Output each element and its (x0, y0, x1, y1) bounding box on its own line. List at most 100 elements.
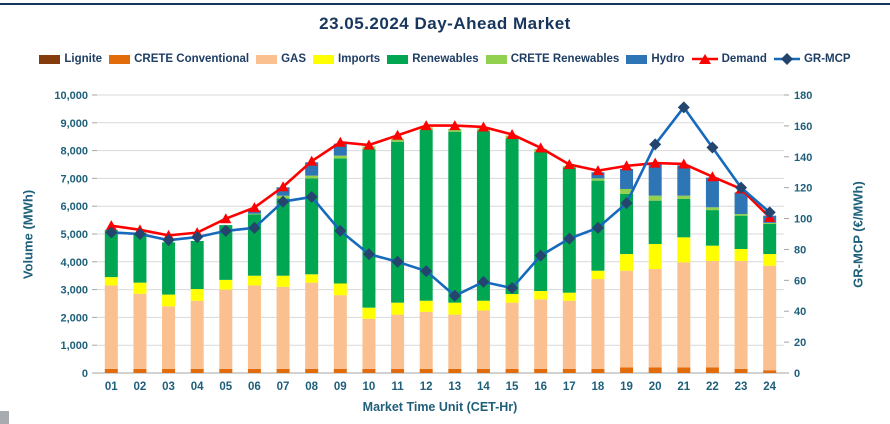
gr-mcp-marker (506, 282, 519, 295)
legend-label: CRETE Renewables (510, 53, 620, 65)
bar-segment-gas (190, 300, 204, 369)
bar-segment-imports (133, 282, 147, 294)
y-left-tick-label: 7,000 (60, 173, 88, 185)
y-left-tick-label: 1,000 (60, 340, 88, 352)
x-tick-label: 03 (162, 381, 175, 393)
bar-segment-renewables (763, 223, 777, 255)
legend-item-crete-renewables: CRETE Renewables (485, 53, 620, 65)
bar-segment-renewables (476, 131, 490, 301)
legend-item-gas: GAS (256, 53, 306, 65)
y-right-tick-label: 180 (794, 90, 812, 102)
legend-swatch-imports (313, 54, 335, 64)
gr-mcp-marker (334, 224, 347, 237)
legend-marker-gr-mcp (773, 53, 800, 65)
bar-segment-hydro (591, 172, 605, 179)
gr-mcp-marker (391, 255, 404, 268)
bar-segment-hydro (648, 164, 662, 196)
bar-segment-renewables (705, 210, 719, 246)
bar-segment-gas (391, 314, 405, 369)
legend-item-imports: Imports (313, 53, 380, 65)
bar-segment-renewables (104, 229, 118, 278)
y-left-tick-label: 8,000 (60, 146, 88, 158)
gr-mcp-marker (277, 195, 290, 208)
bar-segment-crete-conventional (333, 368, 347, 373)
bar-segment-renewables (333, 158, 347, 284)
bar-segment-crete-conventional (562, 368, 576, 373)
x-tick-label: 18 (592, 381, 605, 393)
bar-segment-imports (362, 307, 376, 319)
legend-item-crete-conventional: CRETE Conventional (109, 53, 249, 65)
bar-segment-imports (591, 270, 605, 280)
bar-segment-imports (219, 279, 233, 290)
bar-segment-crete-conventional (276, 368, 290, 373)
gr-mcp-marker (763, 206, 776, 219)
legend-item-lignite: Lignite (39, 53, 102, 65)
bar-segment-gas (734, 260, 748, 369)
bar-segment-gas (591, 279, 605, 369)
demand-marker (334, 136, 346, 147)
bar-segment-crete-conventional (162, 368, 176, 373)
legend-label: Lignite (64, 53, 103, 65)
bar-segment-crete-renewables (705, 207, 719, 211)
y-right-tick-label: 120 (794, 183, 812, 195)
bar-segment-crete-renewables (448, 128, 462, 132)
chart-title: 23.05.2024 Day-Ahead Market (319, 14, 571, 33)
bar-segment-renewables (362, 149, 376, 308)
demand-marker (706, 171, 718, 182)
x-tick-label: 16 (534, 381, 547, 393)
legend-item-renewables: Renewables (387, 53, 479, 65)
right-axis-ticks: 0 20 40 60 80 100 120 140 160 180 (784, 90, 812, 380)
bar-segment-crete-conventional (677, 367, 691, 373)
corner-artifact (0, 411, 9, 424)
bar-segment-gas (534, 299, 548, 369)
bar-segment-crete-renewables (734, 213, 748, 216)
bar-segment-crete-conventional (591, 368, 605, 373)
x-tick-label: 13 (448, 381, 461, 393)
y-right-tick-label: 40 (794, 306, 806, 318)
y-right-tick-label: 0 (794, 368, 800, 380)
bar-segment-crete-conventional (620, 367, 634, 373)
bar-segment-crete-renewables (333, 155, 347, 159)
bar-segment-imports (763, 254, 777, 266)
bar-segment-crete-conventional (219, 368, 233, 373)
legend-label: CRETE Conventional (134, 53, 250, 65)
bar-segment-gas (133, 293, 147, 369)
bar-segment-crete-conventional (305, 368, 319, 373)
legend-swatch-crete-conventional (109, 54, 131, 64)
bar-segment-renewables (448, 131, 462, 303)
gr-mcp-marker (735, 181, 748, 194)
bar-segment-gas (419, 311, 433, 369)
demand-marker (449, 120, 461, 131)
bar-segment-gas (677, 262, 691, 368)
bar-segment-imports (391, 302, 405, 315)
bar-segment-imports (476, 300, 490, 311)
bar-segment-crete-conventional (734, 368, 748, 373)
demand-marker (420, 120, 432, 131)
bar-segment-hydro (734, 192, 748, 214)
x-tick-label: 06 (248, 381, 261, 393)
gr-mcp-marker (563, 232, 576, 245)
y-right-tick-label: 80 (794, 244, 806, 256)
gr-mcp-marker (534, 249, 547, 262)
legend-swatch-gas (256, 54, 278, 64)
bar-segment-crete-conventional (763, 370, 777, 373)
legend-label: GAS (281, 53, 307, 65)
bar-segment-gas (305, 282, 319, 369)
bar-segment-renewables (677, 198, 691, 238)
gr-mcp-marker (649, 138, 662, 151)
x-tick-label: 23 (735, 381, 748, 393)
bar-segment-renewables (219, 225, 233, 280)
demand-marker (592, 165, 604, 176)
gr-mcp-marker (477, 275, 490, 288)
bar-segment-imports (247, 275, 261, 286)
gridlines: 0 1,000 2,000 3,000 4,000 5,000 6,000 7,000 8,00… (54, 90, 784, 380)
bar-segment-gas (162, 306, 176, 369)
legend-item-hydro: Hydro (626, 53, 685, 65)
demand-marker (248, 202, 260, 213)
bar-segment-renewables (190, 240, 204, 290)
x-tick-label: 02 (134, 381, 147, 393)
bars-renewables (104, 130, 777, 308)
gr-mcp-marker (248, 221, 261, 234)
demand-marker (649, 157, 661, 168)
